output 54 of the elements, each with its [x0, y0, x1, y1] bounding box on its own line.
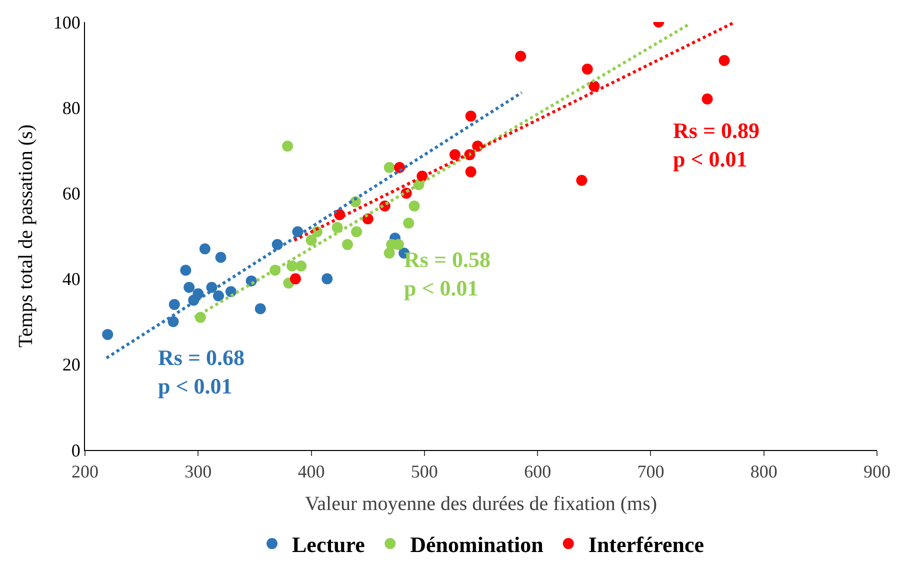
point — [192, 288, 204, 300]
point — [408, 200, 420, 212]
point — [465, 110, 476, 122]
y-tick-label: 40 — [62, 269, 80, 290]
x-tick-label: 400 — [298, 462, 325, 482]
y-tick-label: 100 — [53, 12, 80, 32]
annotation: Rs = 0.68 p < 0.01 — [158, 345, 244, 399]
x-tick-label: 500 — [410, 462, 438, 482]
y-tick-label: 60 — [62, 184, 80, 204]
point — [718, 55, 730, 66]
x-axis-title: Valeur moyenne des durées de fixation (ms) — [304, 493, 658, 516]
y-tick-label: 0 — [71, 440, 80, 460]
point — [332, 222, 343, 233]
point — [362, 213, 374, 224]
point — [403, 218, 414, 229]
point — [515, 50, 526, 62]
point — [306, 234, 317, 246]
point — [199, 243, 210, 254]
point — [384, 248, 395, 259]
point — [290, 273, 301, 284]
point — [184, 282, 195, 293]
x-tick-label: 200 — [72, 462, 98, 482]
x-tick-label: 800 — [750, 462, 778, 482]
annotation: Rs = 0.58 p < 0.01 — [404, 247, 490, 301]
annotation: Rs = 0.89 p < 0.01 — [673, 118, 760, 172]
point — [576, 174, 588, 186]
point — [102, 328, 114, 340]
x-tick-label: 600 — [524, 462, 552, 482]
legend-label: Dénomination — [410, 532, 544, 558]
point — [272, 239, 283, 250]
legend-label: Lecture — [292, 532, 366, 558]
x-tick-label: 900 — [864, 462, 890, 482]
point — [296, 260, 307, 272]
y-axis-title: Temps total de passation (s) — [14, 124, 37, 348]
point — [702, 94, 713, 105]
point — [342, 239, 353, 250]
point — [384, 162, 395, 174]
point — [282, 140, 294, 152]
point — [322, 273, 333, 284]
point — [215, 252, 226, 263]
point — [180, 264, 192, 276]
point — [582, 64, 593, 75]
point — [351, 226, 362, 238]
point — [465, 166, 476, 178]
point — [168, 316, 179, 328]
point — [449, 149, 460, 160]
x-tick-label: 700 — [637, 462, 664, 482]
y-tick-label: 80 — [62, 98, 80, 118]
point — [213, 290, 224, 302]
x-tick-label: 300 — [184, 462, 212, 482]
legend-label: Interférence — [588, 532, 704, 558]
point — [254, 303, 266, 314]
y-tick-label: 20 — [62, 354, 80, 375]
point — [168, 298, 180, 310]
